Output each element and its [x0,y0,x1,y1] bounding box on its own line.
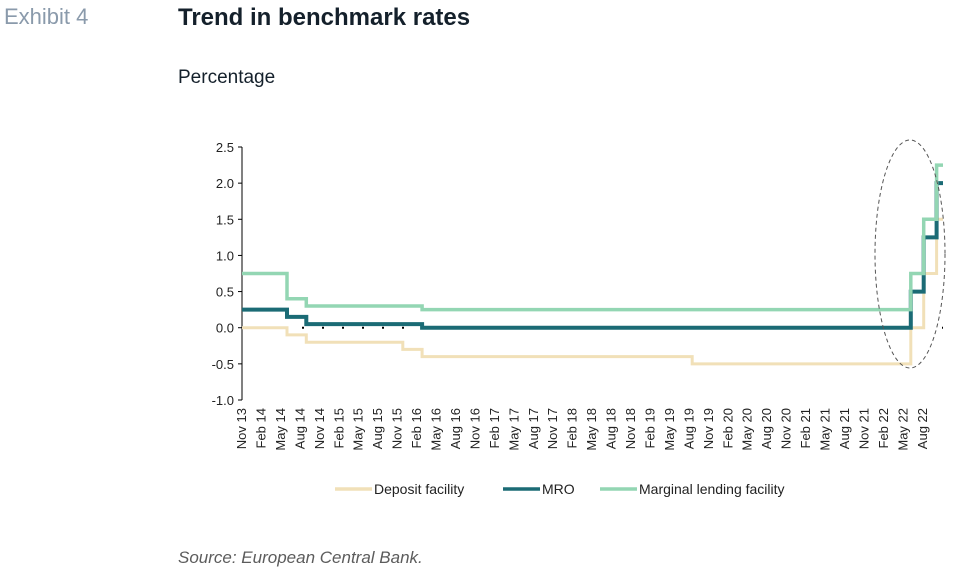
x-tick-label: May 18 [584,408,599,451]
x-tick-label: Feb 21 [798,408,813,448]
x-tick-label: Nov 19 [701,408,716,449]
x-tick-label: Nov 18 [623,408,638,449]
x-tick-label: Feb 22 [876,408,891,448]
x-tick-label: Nov 21 [856,408,871,449]
y-tick-label: 2.0 [216,176,234,191]
x-tick-label: Aug 17 [526,408,541,449]
x-tick-label: May 21 [818,408,833,451]
legend-label: MRO [542,481,575,497]
x-tick-label: May 20 [740,408,755,451]
y-tick-label: 0.5 [216,285,234,300]
legend-label: Marginal lending facility [639,481,785,497]
mro-line [242,181,943,330]
y-axis: 2.5 2.0 1.5 1.0 0.5 0.0 -0.5 -1.0 [212,140,243,408]
x-tick-label: Feb 18 [565,408,580,448]
y-tick-label: 2.5 [216,140,234,155]
x-tick-label: Aug 21 [837,408,852,449]
y-tick-label: 0.0 [216,321,234,336]
rates-chart: 2.5 2.0 1.5 1.0 0.5 0.0 -0.5 -1.0 Nov 13 Feb 14 M… [212,139,946,497]
x-tick-label: Aug 18 [604,408,619,449]
deposit-facility-line [242,217,943,366]
x-tick-label: Aug 15 [370,408,385,449]
legend-label: Deposit facility [374,481,464,497]
x-axis: Nov 13 Feb 14 May 14 Aug 14 Nov 14 Feb 15 May … [234,326,943,451]
x-tick-label: May 22 [895,408,910,451]
x-tick-label: Aug 20 [759,408,774,449]
x-tick-label: Aug 22 [915,408,930,449]
x-tick-label: May 17 [506,408,521,451]
x-tick-label: Nov 14 [312,408,327,449]
x-tick-label: Feb 20 [720,408,735,448]
x-tick-label: Feb 19 [642,408,657,448]
legend: Deposit facility MRO Marginal lending faci… [335,481,785,497]
series-lines [242,163,943,366]
y-tick-label: -1.0 [212,393,234,408]
y-tick-label: 1.0 [216,248,234,263]
x-tick-label: Feb 16 [409,408,424,448]
highlight-group [874,139,946,369]
x-tick-label: Feb 15 [331,408,346,448]
x-tick-label: Nov 17 [545,408,560,449]
x-tick-label: Nov 13 [234,408,249,449]
x-tick-label: Nov 15 [390,408,405,449]
x-tick-label: Feb 17 [487,408,502,448]
x-tick-label: May 15 [351,408,366,451]
y-tick-label: -0.5 [212,357,234,372]
highlight-ellipse [874,139,946,369]
source-note: Source: European Central Bank. [178,548,423,567]
x-tick-label: Aug 14 [292,408,307,449]
x-tick-label: Feb 14 [253,408,268,448]
marginal-lending-facility-line [242,163,943,312]
x-tick-label: Nov 16 [467,408,482,449]
x-tick-label: Aug 19 [681,408,696,449]
x-tick-label: May 16 [429,408,444,451]
y-tick-label: 1.5 [216,212,234,227]
x-tick-label: Aug 16 [448,408,463,449]
x-tick-label: May 19 [662,408,677,451]
chart-title: Trend in benchmark rates [178,4,471,31]
x-tick-label: May 14 [273,408,288,451]
x-tick-label: Nov 20 [779,408,794,449]
y-unit-label: Percentage [178,67,276,88]
exhibit-label: Exhibit 4 [4,4,89,29]
